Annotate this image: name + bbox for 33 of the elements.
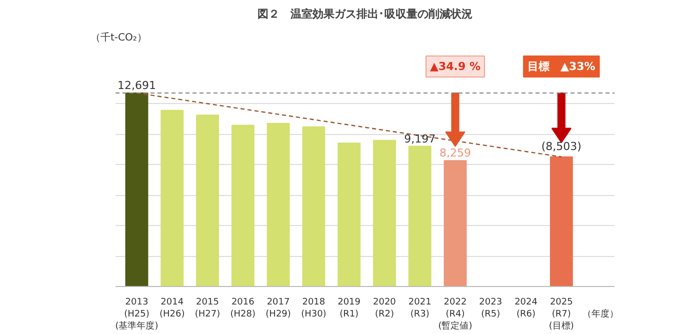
bar: [231, 124, 254, 286]
x-tick-label: 2013 (H25) (基準年度): [115, 298, 158, 332]
bar: [550, 156, 573, 286]
x-tick-label: 2021 (R3): [408, 298, 432, 320]
text: ▲34.9 %: [430, 60, 480, 74]
bar: [338, 142, 361, 286]
x-tick-label: 2024 (R6): [514, 298, 538, 320]
x-axis-title: （年度）: [582, 308, 618, 320]
bar: [266, 122, 290, 286]
bar: [408, 146, 432, 286]
y-axis-title: （千t-CO₂）: [90, 32, 147, 44]
data-label: 12,691: [117, 79, 156, 92]
x-tick-label: 2015 (H27): [194, 298, 220, 320]
bar: [196, 114, 219, 286]
x-tick-label: 2022 (R4) (暫定値): [438, 298, 472, 332]
x-tick-label: 2025 (R7) (目標): [548, 298, 574, 332]
x-tick-label: 2023 (R5): [479, 298, 502, 320]
bar: [160, 110, 184, 286]
x-tick-label: 2019 (R1): [338, 298, 361, 320]
bar: [372, 140, 396, 286]
chart-title: 図２ 温室効果ガス排出･吸収量の削減状況: [258, 8, 472, 20]
data-label: 8,259: [440, 146, 471, 160]
x-tick-label: 2020 (R2): [373, 298, 396, 320]
x-tick-label: 2014 (H26): [160, 298, 185, 320]
text: 目標 ▲33%: [528, 60, 596, 74]
bar: [125, 92, 148, 286]
x-tick-label: 2018 (H30): [301, 298, 326, 320]
data-label: 9,197: [404, 132, 436, 146]
bar: [444, 160, 467, 286]
data-label: (8,503): [541, 140, 582, 153]
bar: [302, 126, 326, 286]
x-tick-label: 2017 (H29): [266, 298, 291, 320]
x-tick-label: 2016 (H28): [230, 298, 256, 320]
